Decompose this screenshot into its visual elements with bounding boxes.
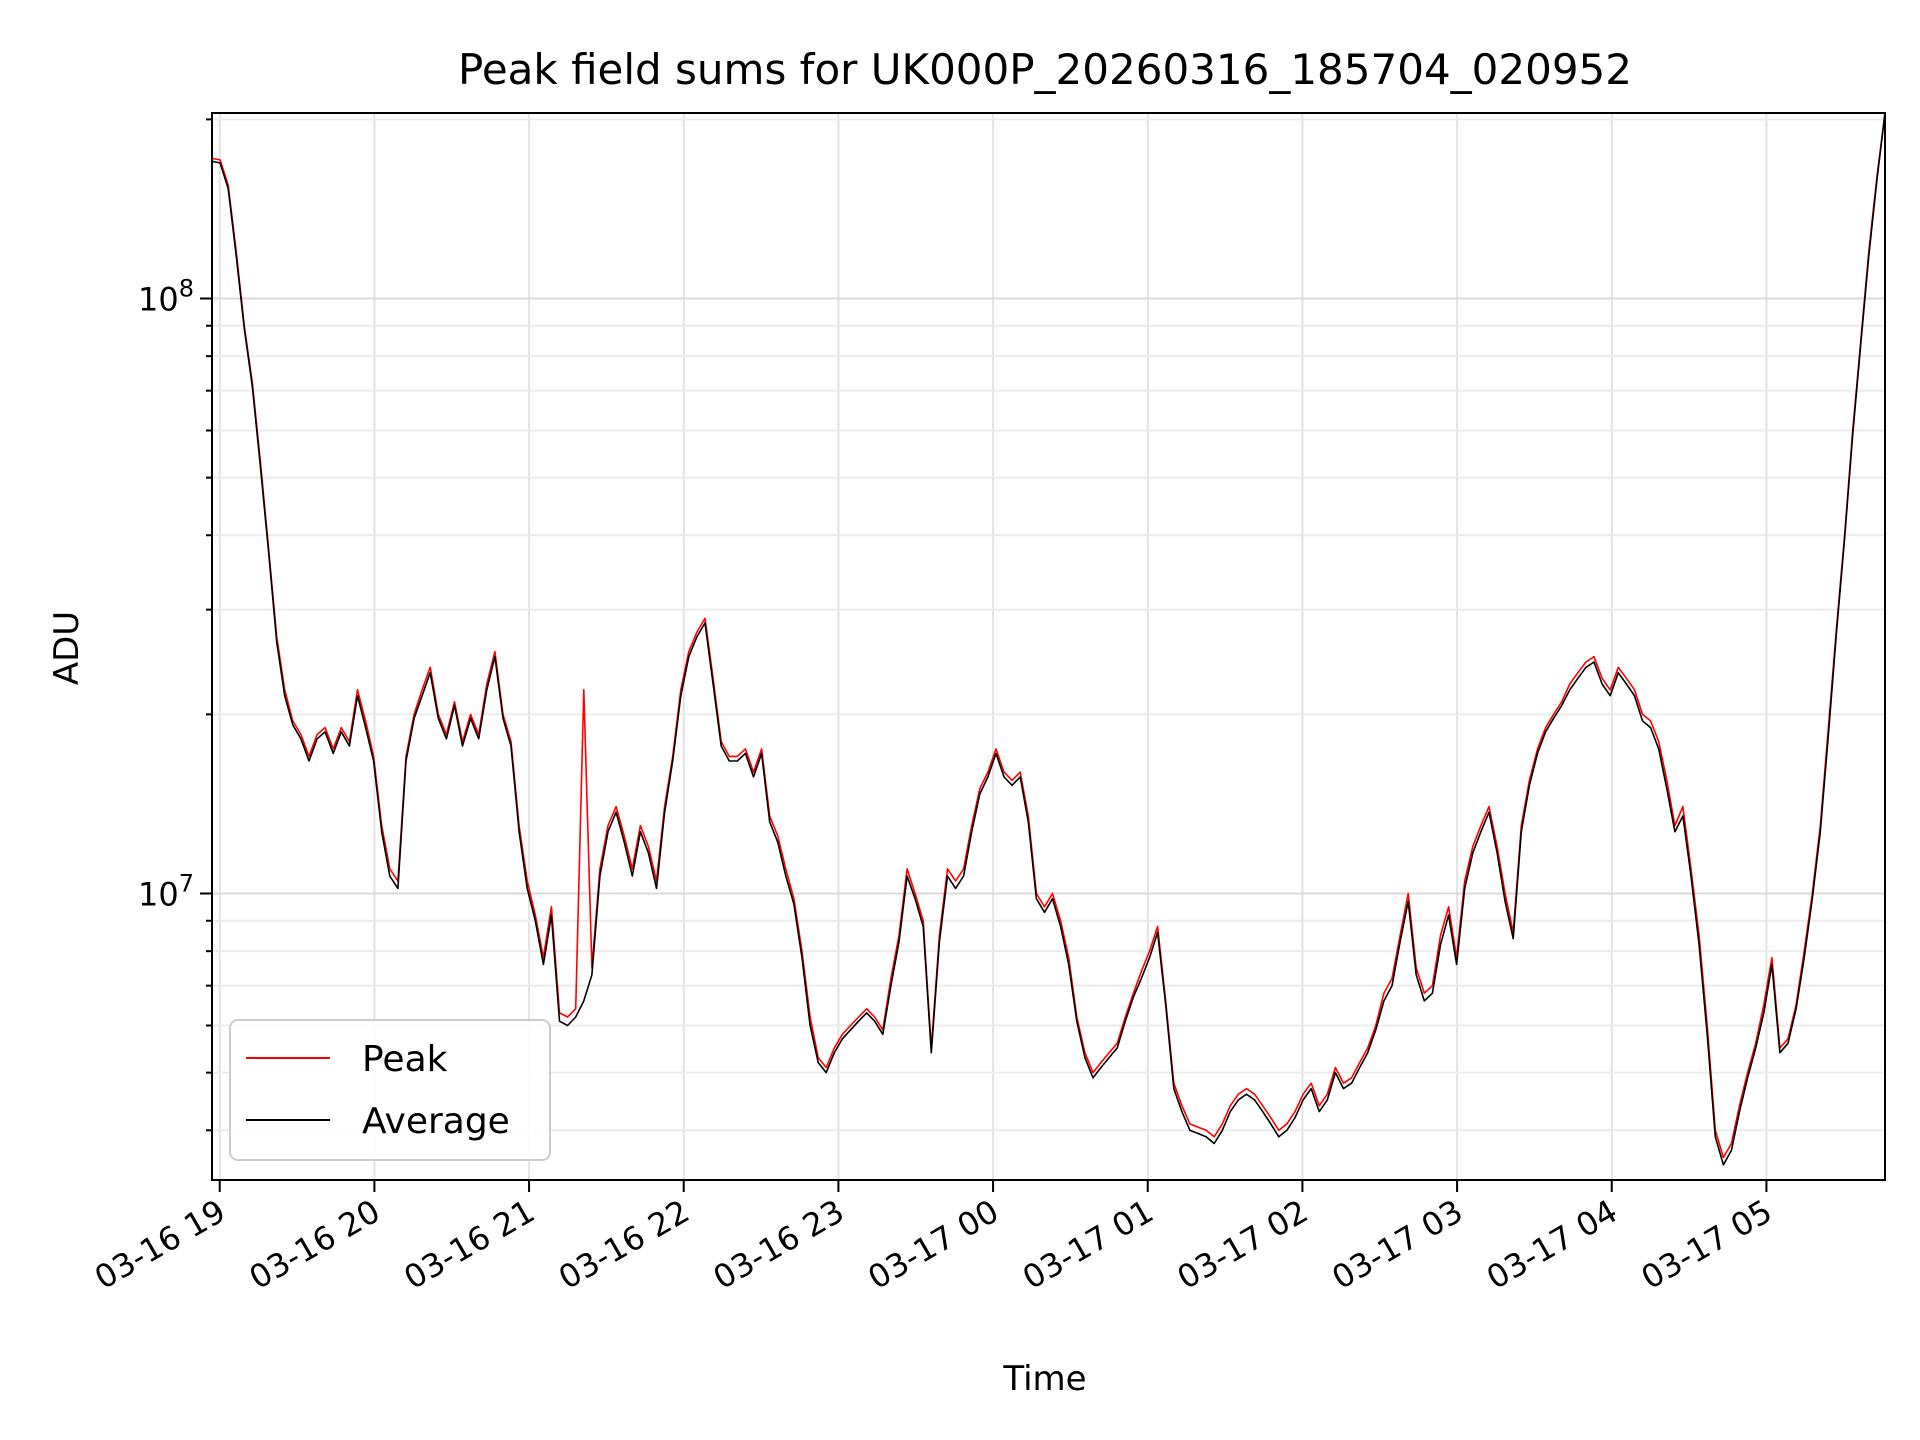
y-tick-label: 107 [138, 870, 194, 914]
y-tick-label: 108 [138, 274, 194, 318]
y-axis: 107 108 [138, 118, 212, 1132]
x-axis-title: Time [1002, 1359, 1086, 1399]
y-axis-title: ADU [47, 611, 87, 685]
series-line-peak [211, 112, 1886, 1159]
series-line-average [211, 112, 1886, 1166]
legend-label-peak: Peak [362, 1039, 448, 1080]
grid [212, 113, 1885, 1180]
legend: Peak Average [229, 1019, 551, 1161]
chart-title: Peak field sums for UK000P_20260316_1857… [458, 45, 1632, 94]
legend-box [229, 1019, 551, 1161]
series-layer [211, 112, 1886, 1166]
plot-frame [211, 112, 1886, 1181]
legend-label-average: Average [362, 1101, 510, 1142]
